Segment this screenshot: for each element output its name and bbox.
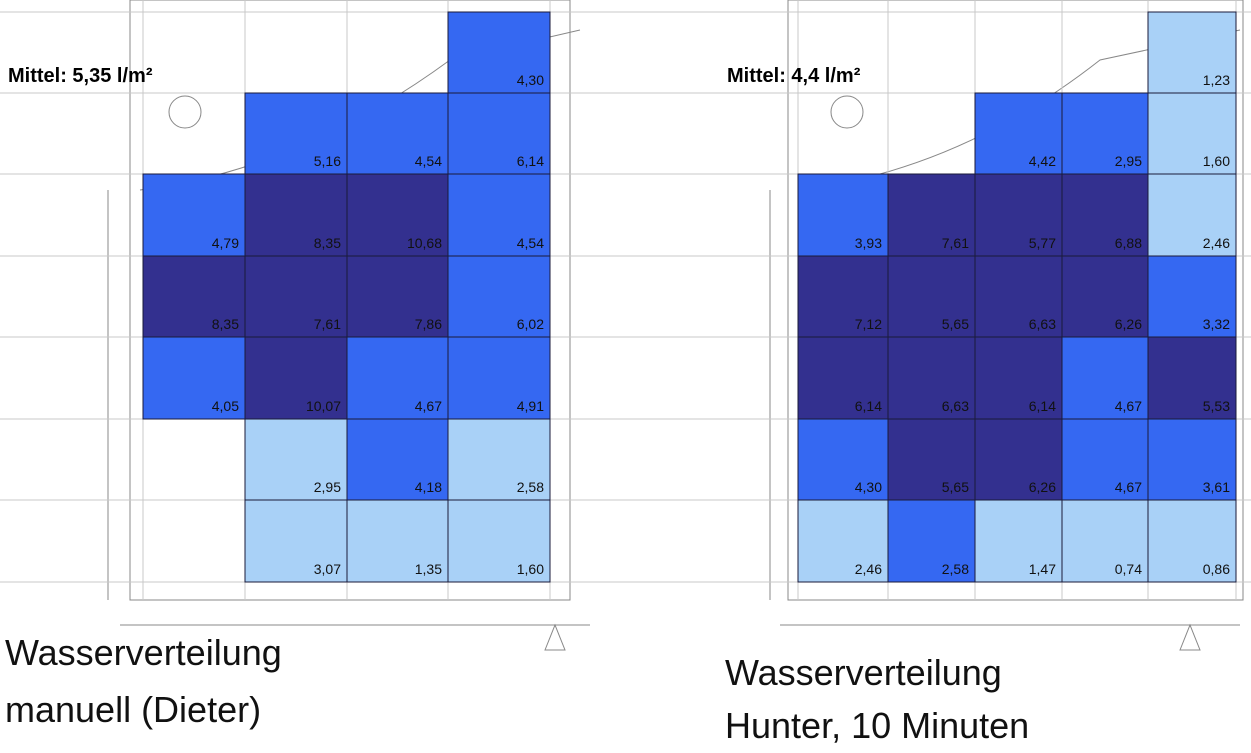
cell-value: 0,74 xyxy=(1115,561,1142,577)
cell-value: 4,30 xyxy=(517,72,544,88)
cell-value: 1,23 xyxy=(1203,72,1230,88)
cell-value: 4,67 xyxy=(1115,398,1142,414)
cell-value: 6,14 xyxy=(1029,398,1056,414)
cell-value: 4,30 xyxy=(855,479,882,495)
cell-value: 2,58 xyxy=(942,561,969,577)
cell-value: 6,26 xyxy=(1115,316,1142,332)
cell-value: 6,14 xyxy=(517,153,544,169)
cell-value: 10,68 xyxy=(407,235,442,251)
caption-line: manuell (Dieter) xyxy=(5,689,261,730)
cell-value: 6,63 xyxy=(942,398,969,414)
cell-value: 4,05 xyxy=(212,398,239,414)
cell-value: 0,86 xyxy=(1203,561,1230,577)
cell-value: 4,91 xyxy=(517,398,544,414)
cell-value: 3,07 xyxy=(314,561,341,577)
cell-value: 6,02 xyxy=(517,316,544,332)
cell-value: 7,61 xyxy=(314,316,341,332)
cell-value: 7,61 xyxy=(942,235,969,251)
cell-value: 3,32 xyxy=(1203,316,1230,332)
cell-value: 8,35 xyxy=(212,316,239,332)
cell-value: 6,26 xyxy=(1029,479,1056,495)
cell-value: 4,67 xyxy=(1115,479,1142,495)
cell-value: 8,35 xyxy=(314,235,341,251)
cell-value: 2,95 xyxy=(1115,153,1142,169)
cell-value: 4,54 xyxy=(517,235,544,251)
cell-value: 2,46 xyxy=(1203,235,1230,251)
cell-value: 4,54 xyxy=(415,153,442,169)
cell-value: 10,07 xyxy=(306,398,341,414)
cell-value: 6,88 xyxy=(1115,235,1142,251)
page: 4,30 5,16 4,54 6,14 4,79 8,35 10,68 4,54 8,35 7,6… xyxy=(0,0,1251,753)
cell-value: 7,12 xyxy=(855,316,882,332)
cell-value: 5,53 xyxy=(1203,398,1230,414)
cell-value: 5,77 xyxy=(1029,235,1056,251)
caption-line: Wasserverteilung xyxy=(5,632,282,673)
cell-value: 4,67 xyxy=(415,398,442,414)
cell-value: 1,60 xyxy=(517,561,544,577)
cell-value: 5,65 xyxy=(942,479,969,495)
cell-value: 1,47 xyxy=(1029,561,1056,577)
cell-value: 6,63 xyxy=(1029,316,1056,332)
caption-line: Wasserverteilung xyxy=(725,652,1002,693)
cell-value: 1,35 xyxy=(415,561,442,577)
cell-value: 2,58 xyxy=(517,479,544,495)
mean-label: Mittel: 4,4 l/m² xyxy=(727,65,861,87)
cell-value: 5,65 xyxy=(942,316,969,332)
cell-value: 2,95 xyxy=(314,479,341,495)
cell-value: 7,86 xyxy=(415,316,442,332)
cell-value: 3,93 xyxy=(855,235,882,251)
mean-label: Mittel: 5,35 l/m² xyxy=(8,65,153,87)
cell-value: 3,61 xyxy=(1203,479,1230,495)
cell-value: 5,16 xyxy=(314,153,341,169)
cell-value: 4,42 xyxy=(1029,153,1056,169)
cell-value: 6,14 xyxy=(855,398,882,414)
caption-line: Hunter, 10 Minuten xyxy=(725,705,1029,746)
cell-value: 4,79 xyxy=(212,235,239,251)
cell-value: 4,18 xyxy=(415,479,442,495)
cell-value: 1,60 xyxy=(1203,153,1230,169)
cell-value: 2,46 xyxy=(855,561,882,577)
